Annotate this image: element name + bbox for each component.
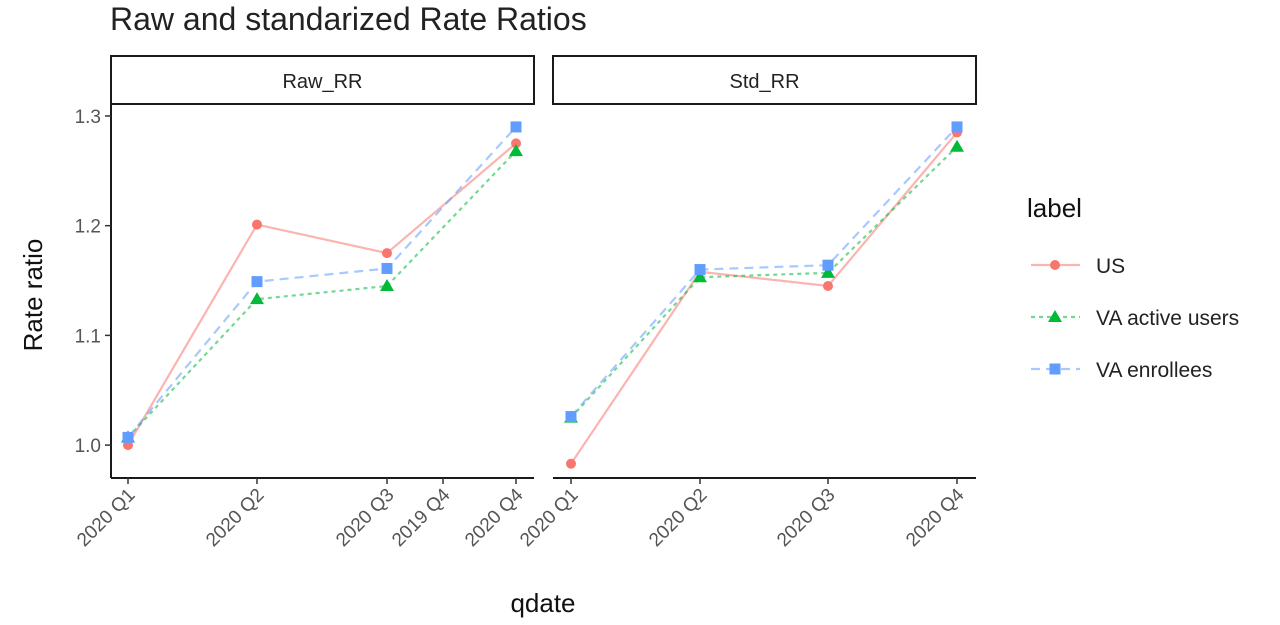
data-point-va-enrollees bbox=[122, 431, 134, 443]
x-tick-label: 2020 Q1 bbox=[516, 485, 582, 551]
legend-key-marker bbox=[1050, 260, 1060, 270]
panel-std-rr: Std_RR 2020 Q1 2020 Q2 2020 Q3 2020 Q4 bbox=[516, 55, 977, 551]
data-point-us bbox=[566, 458, 576, 469]
facet-strip bbox=[110, 55, 535, 105]
data-point-va-enrollees bbox=[251, 276, 263, 288]
data-point-va-active-users bbox=[509, 144, 523, 157]
x-tick-label: 2020 Q2 bbox=[645, 485, 711, 551]
y-tick-label: 1.2 bbox=[75, 217, 101, 238]
y-tick-label: 1.0 bbox=[75, 436, 101, 457]
data-point-va-active-users bbox=[693, 270, 707, 283]
x-axis-title: qdate bbox=[510, 588, 575, 618]
x-tick-label: 2020 Q1 bbox=[73, 485, 139, 551]
data-point-us bbox=[823, 281, 833, 292]
legend-item-us: US bbox=[1031, 255, 1125, 278]
data-point-va-enrollees bbox=[822, 259, 834, 271]
facet-strip-label: Raw_RR bbox=[282, 71, 362, 93]
facet-strip-label: Std_RR bbox=[729, 71, 799, 93]
data-point-va-enrollees bbox=[694, 264, 706, 276]
x-tick-label: 2020 Q3 bbox=[773, 485, 839, 551]
legend-item-va-active-users: VA active users bbox=[1031, 307, 1239, 330]
legend-key-marker bbox=[1048, 310, 1062, 322]
data-point-va-enrollees bbox=[381, 262, 393, 274]
series-line-va-enrollees bbox=[127, 126, 517, 439]
data-point-us bbox=[382, 248, 392, 259]
data-point-va-enrollees bbox=[565, 411, 577, 423]
x-tick-label: 2020 Q4 bbox=[461, 484, 528, 551]
series-line-us bbox=[570, 131, 958, 465]
y-tick-label: 1.1 bbox=[75, 326, 101, 347]
data-point-va-active-users bbox=[950, 139, 964, 152]
data-point-va-active-users bbox=[380, 279, 394, 292]
data-point-us bbox=[252, 219, 262, 230]
series-line-us bbox=[127, 142, 517, 446]
data-point-va-enrollees bbox=[951, 121, 963, 133]
legend-title: label bbox=[1027, 193, 1082, 223]
data-point-us bbox=[511, 138, 521, 149]
legend-label: VA active users bbox=[1096, 307, 1239, 330]
data-point-va-active-users bbox=[821, 265, 835, 278]
legend-label: US bbox=[1096, 255, 1125, 278]
x-tick-label: 2020 Q2 bbox=[202, 485, 268, 551]
series-line-va-active-users bbox=[570, 145, 958, 419]
x-tick-label: 2020 Q3 bbox=[332, 485, 398, 551]
legend: label US VA active users VA enrollees bbox=[1027, 193, 1239, 382]
legend-item-va-enrollees: VA enrollees bbox=[1031, 359, 1212, 382]
series-line-va-enrollees bbox=[570, 126, 958, 418]
x-tick-label: 2020 Q4 bbox=[902, 484, 969, 551]
chart-title: Raw and standarized Rate Ratios bbox=[110, 1, 587, 37]
legend-key-marker bbox=[1049, 363, 1061, 375]
legend-label: VA enrollees bbox=[1096, 359, 1212, 382]
y-axis-title: Rate ratio bbox=[18, 239, 48, 352]
facet-strip bbox=[552, 55, 977, 105]
data-point-va-active-users bbox=[250, 292, 264, 305]
y-tick-label: 1.3 bbox=[75, 107, 101, 128]
data-point-va-enrollees bbox=[510, 121, 522, 133]
x-tick-label: 2019 Q4 bbox=[388, 484, 455, 551]
